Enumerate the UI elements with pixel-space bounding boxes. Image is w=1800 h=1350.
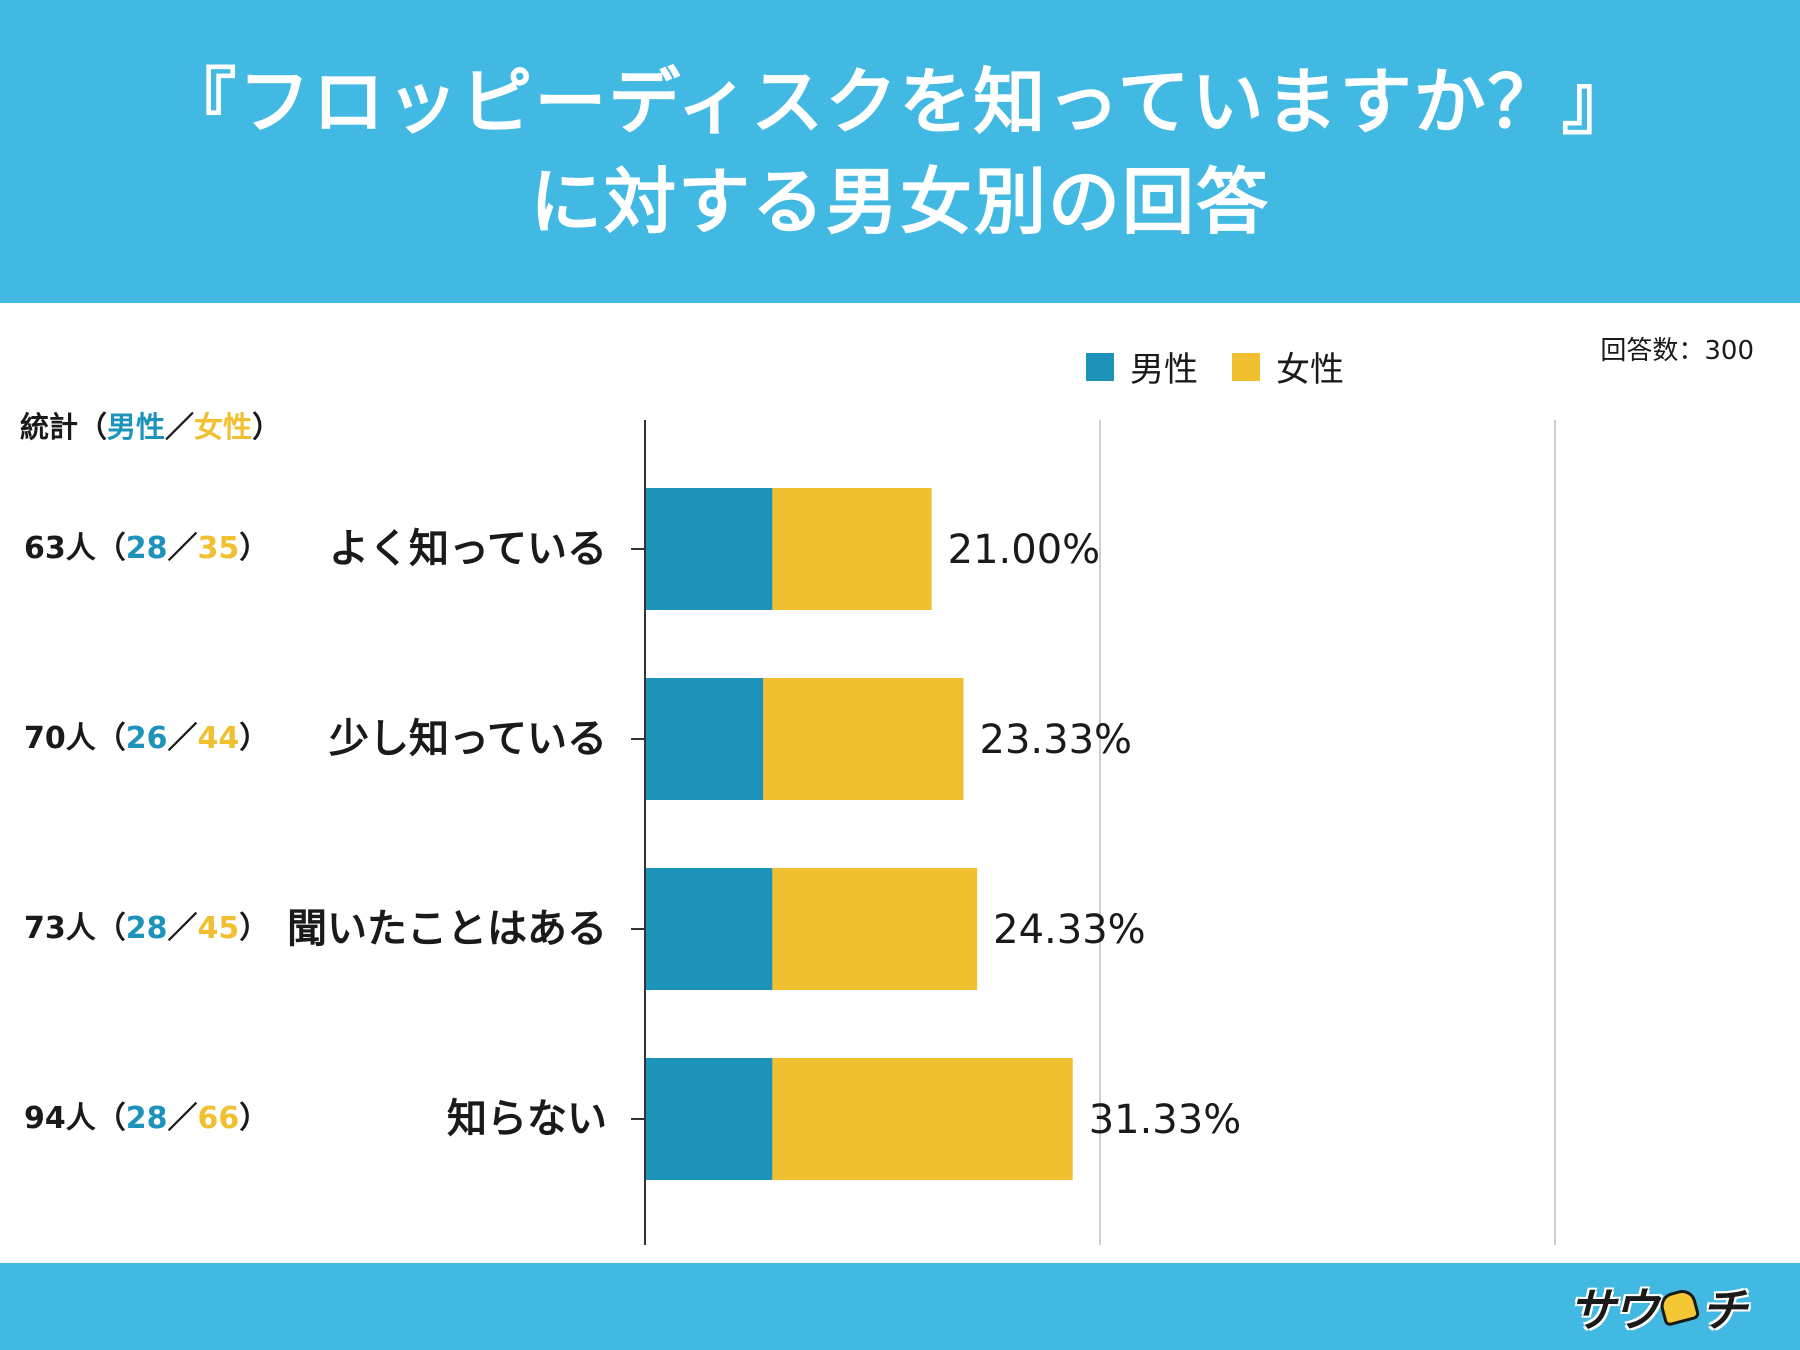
stats-header: 統計（男性／女性） [20, 404, 281, 446]
category-label-0: よく知っている [329, 526, 607, 572]
stat-row-2: 73人（28／45） [24, 909, 269, 949]
stat-male-3: 28 [125, 1101, 168, 1136]
stat-male-2: 28 [125, 911, 168, 946]
helmet-mascot-icon [1657, 1286, 1701, 1328]
stat-female-3: 66 [197, 1101, 240, 1136]
stat-row-3: 94人（28／66） [24, 1099, 269, 1139]
stat-close-0: ） [239, 531, 270, 566]
stat-female-0: 35 [197, 531, 240, 566]
stat-total-1: 70人 [24, 721, 96, 756]
legend-item-male: 男性 [1086, 342, 1198, 391]
category-label-1: 少し知っている [329, 716, 607, 762]
stat-open-0: （ [95, 531, 126, 566]
stat-row-1: 70人（26／44） [24, 719, 269, 759]
percent-label-3: 31.33% [1089, 1097, 1242, 1143]
stat-male-0: 28 [125, 531, 168, 566]
stat-open-1: （ [95, 721, 126, 756]
title-line-1: 『フロッピーディスクを知っていますか？』 [164, 60, 1636, 144]
response-count: 回答数：300 [1600, 336, 1754, 366]
percent-label-1: 23.33% [980, 717, 1133, 763]
stats-header-male: 男性 [107, 410, 166, 444]
legend-item-female: 女性 [1232, 342, 1344, 391]
logo-text-b: チ [1701, 1283, 1747, 1337]
bar-female-2 [772, 868, 978, 990]
footer-banner: サウ チ [0, 1263, 1800, 1350]
stat-close-3: ） [239, 1101, 270, 1136]
legend-swatch-male [1086, 352, 1114, 381]
stat-total-0: 63人 [24, 531, 96, 566]
bar-male-3 [645, 1058, 773, 1180]
stat-open-3: （ [95, 1101, 126, 1136]
logo-text-a: サウ [1569, 1283, 1659, 1337]
legend-label-female: 女性 [1276, 350, 1344, 390]
bar-female-3 [772, 1058, 1073, 1180]
stat-total-2: 73人 [24, 911, 96, 946]
stats-header-suffix: ） [252, 410, 282, 444]
percent-label-2: 24.33% [993, 907, 1146, 953]
legend-label-male: 男性 [1130, 350, 1198, 390]
stat-sep-1: ／ [167, 721, 198, 756]
category-label-2: 聞いたことはある [287, 906, 607, 952]
bar-male-0 [645, 488, 773, 610]
stat-sep-2: ／ [167, 911, 198, 946]
brand-logo: サウ チ [1569, 1279, 1747, 1337]
bar-male-1 [645, 678, 764, 800]
stats-header-prefix: 統計（ [20, 410, 108, 444]
stat-close-1: ） [239, 721, 270, 756]
legend-swatch-female [1232, 352, 1260, 381]
stat-female-2: 45 [197, 911, 240, 946]
percent-label-0: 21.00% [948, 527, 1101, 573]
stat-total-3: 94人 [24, 1101, 96, 1136]
bar-female-0 [772, 488, 932, 610]
bar-female-1 [763, 678, 964, 800]
stat-sep-3: ／ [167, 1101, 198, 1136]
stat-female-1: 44 [197, 721, 240, 756]
stat-male-1: 26 [125, 721, 168, 756]
category-label-3: 知らない [447, 1096, 607, 1142]
stat-close-2: ） [239, 911, 270, 946]
stats-header-sep: ／ [165, 410, 195, 444]
title-banner: 『フロッピーディスクを知っていますか？』 に対する男女別の回答 [0, 0, 1800, 303]
legend: 男性 女性 [1086, 342, 1378, 391]
bar-male-2 [645, 868, 773, 990]
stat-open-2: （ [95, 911, 126, 946]
stat-sep-0: ／ [167, 531, 198, 566]
title-line-2: に対する男女別の回答 [529, 160, 1270, 244]
stats-header-female: 女性 [194, 410, 253, 444]
stacked-bar-chart: 21.00% 23.33% 24.33% 31.33% [631, 420, 1556, 1245]
stat-row-0: 63人（28／35） [24, 529, 269, 569]
